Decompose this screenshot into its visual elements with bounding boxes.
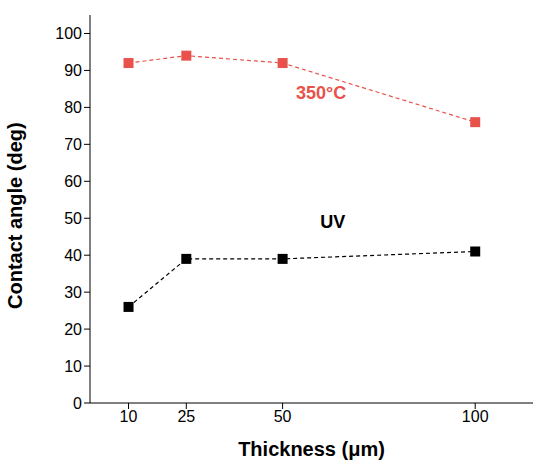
svg-text:10: 10	[64, 358, 82, 375]
svg-text:50: 50	[64, 210, 82, 227]
svg-text:80: 80	[64, 99, 82, 116]
html-text:350°C: 350°C	[296, 82, 347, 103]
svg-text:25: 25	[177, 408, 195, 425]
svg-text:100: 100	[55, 25, 82, 42]
svg-text:Contact angle (deg): Contact angle (deg)	[4, 122, 26, 309]
svg-text:90: 90	[64, 62, 82, 79]
svg-text:10: 10	[120, 408, 138, 425]
svg-text:0: 0	[73, 395, 82, 412]
svg-text:60: 60	[64, 173, 82, 190]
svg-text:50: 50	[274, 408, 292, 425]
svg-text:40: 40	[64, 247, 82, 264]
svg-text:30: 30	[64, 284, 82, 301]
svg-text:Thickness (μm): Thickness (μm)	[238, 438, 385, 460]
svg-text:70: 70	[64, 136, 82, 153]
svg-text:20: 20	[64, 321, 82, 338]
svg-text:100: 100	[462, 408, 489, 425]
html-text:UV: UV	[320, 211, 346, 232]
